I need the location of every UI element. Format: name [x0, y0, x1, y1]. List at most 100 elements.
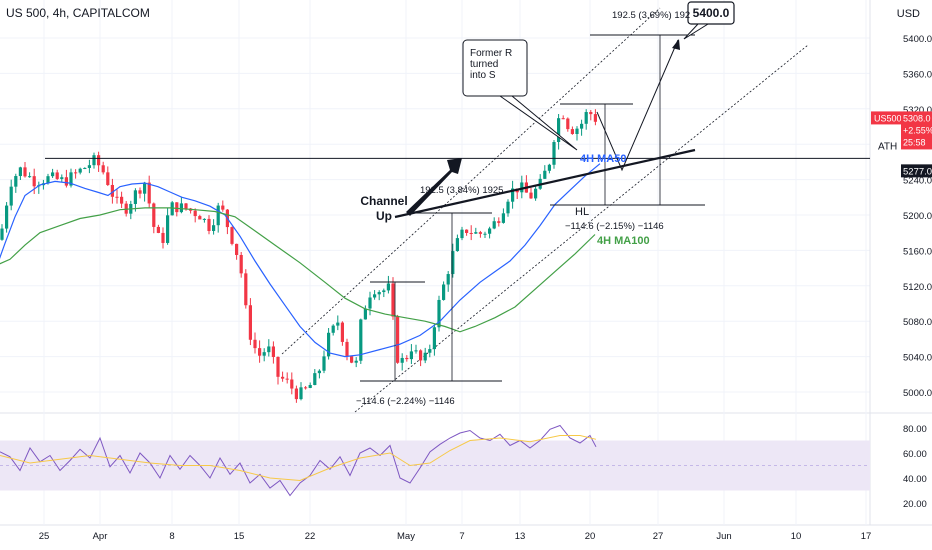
moving-averages — [0, 163, 601, 358]
candle-body — [322, 356, 326, 371]
rsi-tick-label: 60.00 — [903, 449, 927, 460]
candle-body — [409, 351, 413, 360]
callout-text: into S — [470, 70, 496, 81]
candle-body — [561, 118, 565, 120]
price-tick-label: 5000.00 — [903, 388, 932, 399]
candle-body — [32, 176, 36, 187]
candle-body — [350, 356, 354, 363]
time-tick-label: 10 — [791, 531, 802, 542]
candle-body — [74, 172, 78, 174]
candle-body — [294, 388, 298, 400]
ma50-label: 4H MA50 — [580, 153, 626, 165]
candle-body — [262, 352, 266, 356]
candle-body — [340, 322, 344, 342]
candle-body — [474, 232, 478, 234]
time-tick-label: 25 — [39, 531, 50, 542]
candle-body — [446, 274, 450, 285]
channel-up-label: Up — [376, 209, 392, 223]
candle-body — [69, 172, 73, 186]
ma100-line — [0, 207, 596, 333]
rsi-panel — [0, 424, 870, 497]
candle-body — [469, 232, 473, 234]
candle-body — [570, 129, 574, 134]
candle-body — [46, 176, 50, 184]
candle-body — [386, 283, 390, 291]
candle-body — [147, 182, 151, 204]
price-tick-label: 5400.00 — [903, 34, 932, 45]
candle-body — [161, 232, 165, 243]
candle-body — [193, 210, 197, 217]
candle-body — [198, 216, 202, 220]
callout-tail — [498, 95, 578, 151]
candle-body — [423, 352, 427, 361]
candle-body — [584, 112, 588, 124]
time-tick-label: 17 — [861, 531, 872, 542]
candle-body — [78, 168, 82, 173]
ath-price-value: 5277.0 — [903, 166, 932, 177]
callout-text: turned — [470, 59, 498, 70]
candle-body — [115, 196, 119, 198]
candle-body — [276, 356, 280, 377]
symbol-title: US 500, 4h, CAPITALCOM — [6, 6, 150, 20]
price-tick-label: 5320.00 — [903, 105, 932, 116]
ath-label: ATH — [878, 141, 897, 152]
price-tick-label: 5160.00 — [903, 246, 932, 257]
hl-label: HL — [575, 206, 589, 218]
candle-body — [308, 385, 312, 388]
ma100-label: 4H MA100 — [597, 235, 650, 247]
time-axis: 25 Apr 8 15 22 May 7 13 20 27 Jun 10 17 — [39, 531, 872, 542]
candle-body — [483, 233, 487, 235]
candle-body — [336, 322, 340, 326]
candle-body — [60, 177, 64, 179]
candle-body — [216, 205, 220, 226]
candle-body — [331, 325, 335, 333]
price-tick-label: 5080.00 — [903, 317, 932, 328]
candle-body — [501, 213, 505, 223]
candle-body — [5, 205, 9, 229]
candle-body — [258, 348, 262, 356]
callout-text: Former R — [470, 48, 512, 59]
candle-body — [101, 165, 105, 173]
channel-line — [281, 7, 661, 355]
candle-body — [391, 283, 395, 317]
candle-body — [156, 226, 160, 233]
candle-body — [120, 196, 124, 204]
candle-body — [230, 227, 234, 244]
price-tag — [901, 111, 932, 150]
candle-body — [506, 201, 510, 214]
candle-body — [317, 370, 321, 374]
time-tick-label: Jun — [716, 531, 731, 542]
rsi-line — [0, 424, 597, 497]
candle-body — [299, 387, 303, 400]
candle-body — [304, 387, 308, 389]
candle-body — [492, 221, 496, 229]
candle-body — [455, 238, 459, 252]
candle-body — [432, 327, 436, 350]
candle-body — [511, 188, 515, 202]
candle-body — [253, 339, 257, 349]
candle-body — [138, 190, 142, 194]
time-tick-label: Apr — [93, 531, 108, 542]
candle-body — [345, 341, 349, 357]
candle-body — [244, 273, 248, 306]
candle-body — [143, 182, 147, 194]
candle-body — [239, 254, 243, 274]
candle-body — [212, 225, 216, 231]
candle-body — [28, 176, 32, 178]
rsi-ma-line — [0, 435, 597, 482]
time-tick-label: 13 — [515, 531, 526, 542]
price-tick-label: 5120.00 — [903, 282, 932, 293]
candle-body — [377, 292, 381, 295]
projection-path — [596, 39, 679, 172]
rsi-tick-label: 20.00 — [903, 499, 927, 510]
time-tick-label: 15 — [234, 531, 245, 542]
projection-arrowhead — [672, 39, 680, 50]
time-tick-label: 27 — [653, 531, 664, 542]
candle-body — [359, 319, 363, 361]
candle-body — [442, 284, 446, 300]
candle-body — [520, 182, 524, 193]
candle-body — [465, 229, 469, 233]
time-tick-label: May — [397, 531, 415, 542]
